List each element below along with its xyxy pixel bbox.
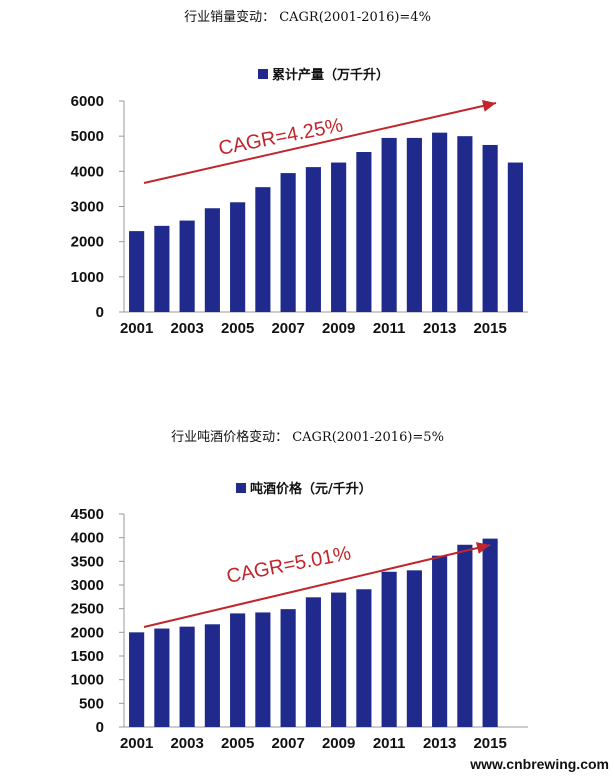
y-tick-label: 0 <box>96 304 104 321</box>
bar-2010 <box>356 151 372 312</box>
bar-2002 <box>154 628 170 727</box>
cagr-arrow-line <box>143 102 497 184</box>
chart1-legend-label: 累计产量（万千升） <box>272 67 389 83</box>
bar-2011 <box>381 137 397 312</box>
chart2-legend: 吨酒价格（元/千升） <box>236 481 372 497</box>
y-tick-label: 2500 <box>71 601 104 618</box>
bar-2003 <box>179 220 195 312</box>
cagr-arrow-head <box>475 542 490 554</box>
y-tick-label: 1500 <box>71 648 104 665</box>
x-tick-label: 2011 <box>373 320 406 337</box>
price-bar-chart: 吨酒价格（元/千升） 0 500 1000 1500 2000 2500 3000 3500 4… <box>71 481 528 752</box>
bar-2006 <box>255 612 271 727</box>
x-tick-label: 2013 <box>423 735 456 752</box>
bar-2004 <box>204 208 220 312</box>
y-tick-label: 2000 <box>71 624 104 641</box>
chart1-legend: 累计产量（万千升） <box>258 67 389 83</box>
chart1-y-ticks: 0 1000 2000 3000 4000 5000 6000 <box>71 93 124 321</box>
bar-2014 <box>457 544 473 727</box>
bar-2009 <box>331 592 347 727</box>
y-tick-label: 0 <box>96 719 104 736</box>
x-tick-label: 2005 <box>221 320 254 337</box>
x-tick-label: 2007 <box>271 735 304 752</box>
bar-2003 <box>179 626 195 727</box>
bar-2015 <box>482 538 498 727</box>
y-tick-label: 500 <box>79 695 104 712</box>
bar-2004 <box>204 624 220 727</box>
bar-2011 <box>381 571 397 727</box>
y-tick-label: 6000 <box>71 93 104 110</box>
y-tick-label: 4000 <box>71 530 104 547</box>
chart2-legend-label: 吨酒价格（元/千升） <box>250 481 372 497</box>
bar-2012 <box>406 570 422 727</box>
y-tick-label: 5000 <box>71 128 104 145</box>
x-tick-label: 2015 <box>473 320 506 337</box>
x-tick-label: 2013 <box>423 320 456 337</box>
y-tick-label: 3000 <box>71 577 104 594</box>
chart2-heading: 行业吨酒价格变动： CAGR(2001-2016)=5% <box>171 430 444 445</box>
y-tick-label: 4500 <box>71 506 104 523</box>
bar-2015 <box>482 144 498 312</box>
chart1-x-ticks: 2001 2003 2005 2007 2009 2011 2013 2015 <box>120 320 507 337</box>
production-bar-chart: 累计产量（万千升） 0 1000 2000 3000 4000 5000 6000 2001… <box>71 67 528 337</box>
x-tick-label: 2009 <box>322 320 355 337</box>
chart2-bars <box>129 538 498 727</box>
x-tick-label: 2005 <box>221 735 254 752</box>
x-tick-label: 2003 <box>170 735 203 752</box>
chart1-cagr-arrow <box>143 100 497 184</box>
bar-2005 <box>230 202 246 312</box>
bar-2009 <box>331 162 347 312</box>
y-tick-label: 1000 <box>71 269 104 286</box>
chart1-bars <box>129 132 523 312</box>
x-tick-label: 2001 <box>120 320 153 337</box>
bar-2012 <box>406 137 422 312</box>
bar-2001 <box>129 632 145 727</box>
cagr-arrow-head <box>481 100 496 112</box>
y-tick-label: 4000 <box>71 163 104 180</box>
bar-2008 <box>305 597 321 727</box>
bar-2010 <box>356 589 372 727</box>
x-tick-label: 2015 <box>473 735 506 752</box>
watermark: www.cnbrewing.com <box>470 756 609 772</box>
chart1-cagr-label: CAGR=4.25% <box>217 114 345 160</box>
x-tick-label: 2011 <box>373 735 406 752</box>
x-tick-label: 2007 <box>271 320 304 337</box>
y-tick-label: 2000 <box>71 234 104 251</box>
y-tick-label: 3000 <box>71 199 104 216</box>
x-tick-label: 2009 <box>322 735 355 752</box>
x-tick-label: 2003 <box>170 320 203 337</box>
chart1-legend-swatch <box>258 69 268 79</box>
bar-2013 <box>432 555 448 727</box>
bar-2005 <box>230 613 246 727</box>
y-tick-label: 3500 <box>71 553 104 570</box>
x-tick-label: 2001 <box>120 735 153 752</box>
chart2-legend-swatch <box>236 483 246 493</box>
bar-2007 <box>280 609 296 727</box>
bar-2006 <box>255 187 271 312</box>
bar-2008 <box>305 167 321 312</box>
bar-2007 <box>280 173 296 312</box>
chart2-cagr-arrow <box>143 542 491 628</box>
y-tick-label: 1000 <box>71 672 104 689</box>
bar-2013 <box>432 132 448 312</box>
cagr-arrow-line <box>143 544 491 628</box>
chart2-x-ticks: 2001 2003 2005 2007 2009 2011 2013 2015 <box>120 735 507 752</box>
bar-2014 <box>457 136 473 312</box>
chart1-heading: 行业销量变动： CAGR(2001-2016)=4% <box>184 10 431 25</box>
bar-2016 <box>507 162 523 312</box>
bar-2002 <box>154 225 170 312</box>
chart2-y-ticks: 0 500 1000 1500 2000 2500 3000 3500 4000 4500 <box>71 506 124 736</box>
bar-2001 <box>129 231 145 312</box>
